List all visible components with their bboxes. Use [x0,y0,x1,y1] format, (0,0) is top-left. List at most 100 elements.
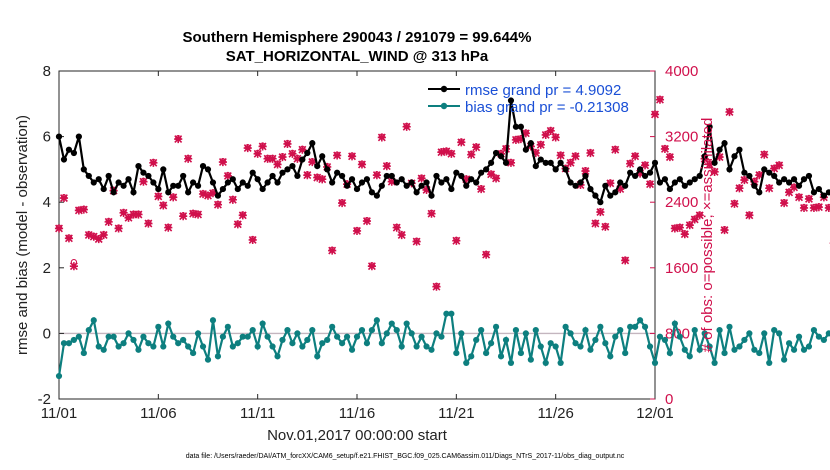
rmse-point [140,169,147,176]
bias-point [383,330,390,337]
possible-point [492,174,500,181]
bias-point [165,320,172,327]
assimilated-point [278,153,287,162]
assimilated-point [248,235,257,244]
bias-point [244,333,251,340]
rmse-point [244,182,251,189]
assimilated-point [402,122,411,131]
rmse-point [766,169,773,176]
rmse-point [190,179,197,186]
rmse-point [825,189,830,196]
assimilated-point [581,166,590,176]
rmse-point [517,123,525,130]
assimilated-point [467,150,476,159]
rmse-point [363,176,371,183]
possible-point [681,230,688,237]
assimilated-point [447,149,456,158]
legend: rmse grand pr = 4.9092 bias grand pr = -… [428,82,629,116]
possible-point [473,143,480,150]
bias-point [185,343,192,350]
possible-point [547,126,554,134]
bias-point [358,327,366,334]
rmse-point [170,182,177,189]
series-layer [54,95,830,380]
x-tick-label: 11/16 [339,405,375,422]
possible-point [696,211,703,218]
possible-point [736,184,743,191]
rmse-point [438,179,445,186]
assimilated-point [730,199,739,208]
rmse-point [781,176,788,183]
rmse-point [95,176,102,183]
assimilated-point [506,158,516,167]
assimilated-point [705,160,714,169]
possible-point [95,235,102,242]
bias-point [622,349,629,357]
possible-point [483,250,490,257]
rmse-point [388,172,395,180]
rmse-point [502,159,510,166]
rmse-point [820,192,827,199]
bias-point [289,340,296,347]
possible-point [815,203,823,210]
assimilated-point [258,142,267,151]
rmse-point [199,163,207,170]
bias-point [810,327,818,334]
rmse-point [676,176,683,183]
bias-point [701,330,708,337]
rmse-point [334,169,341,176]
bias-point [746,330,753,337]
assimilated-point [601,222,610,231]
assimilated-point [273,160,282,169]
bias-point [70,336,77,344]
possible-point [607,179,614,186]
possible-point [641,161,649,168]
assimilated-point [631,152,640,161]
bias-point [175,340,182,347]
rmse-point [165,189,172,196]
assimilated-point [655,95,665,104]
bias-point [125,330,132,337]
bias-point [348,346,356,353]
bias-point [602,340,609,347]
assimilated-point [571,152,580,161]
bias-point [776,330,783,337]
assimilated-point [626,159,635,168]
possible-point [632,152,639,159]
assimilated-point [650,110,660,119]
assimilated-point [814,203,823,212]
possible-point [378,133,385,140]
assimilated-point [541,130,550,140]
rmse-point [418,182,425,189]
rmse-point [249,169,256,176]
possible-point [244,144,251,151]
bias-point [800,346,808,353]
possible-point [488,170,495,177]
bias-point [105,333,112,340]
bias-point [795,333,803,340]
bias-point [741,336,748,344]
possible-point [239,211,246,218]
bias-point [761,330,768,337]
rmse-point [706,123,713,130]
bias-point [204,356,212,363]
assimilated-point [193,210,203,219]
rmse-point [239,179,246,186]
rmse-point [130,189,137,196]
bias-point [786,340,793,347]
bias-point [433,330,440,337]
bias-point [537,343,544,350]
x-tick-label: 12/01 [636,405,674,422]
rmse-point [309,140,316,147]
assimilated-point [725,107,734,117]
possible-point [661,144,669,152]
rmse-point [552,166,559,173]
bias-point [219,333,226,340]
assimilated-point [367,262,376,271]
assimilated-point [511,135,521,144]
bias-point [60,340,68,347]
bias-point [656,333,664,340]
assimilated-point [382,162,391,171]
rmse-point [413,189,420,196]
bias-point [110,333,117,340]
